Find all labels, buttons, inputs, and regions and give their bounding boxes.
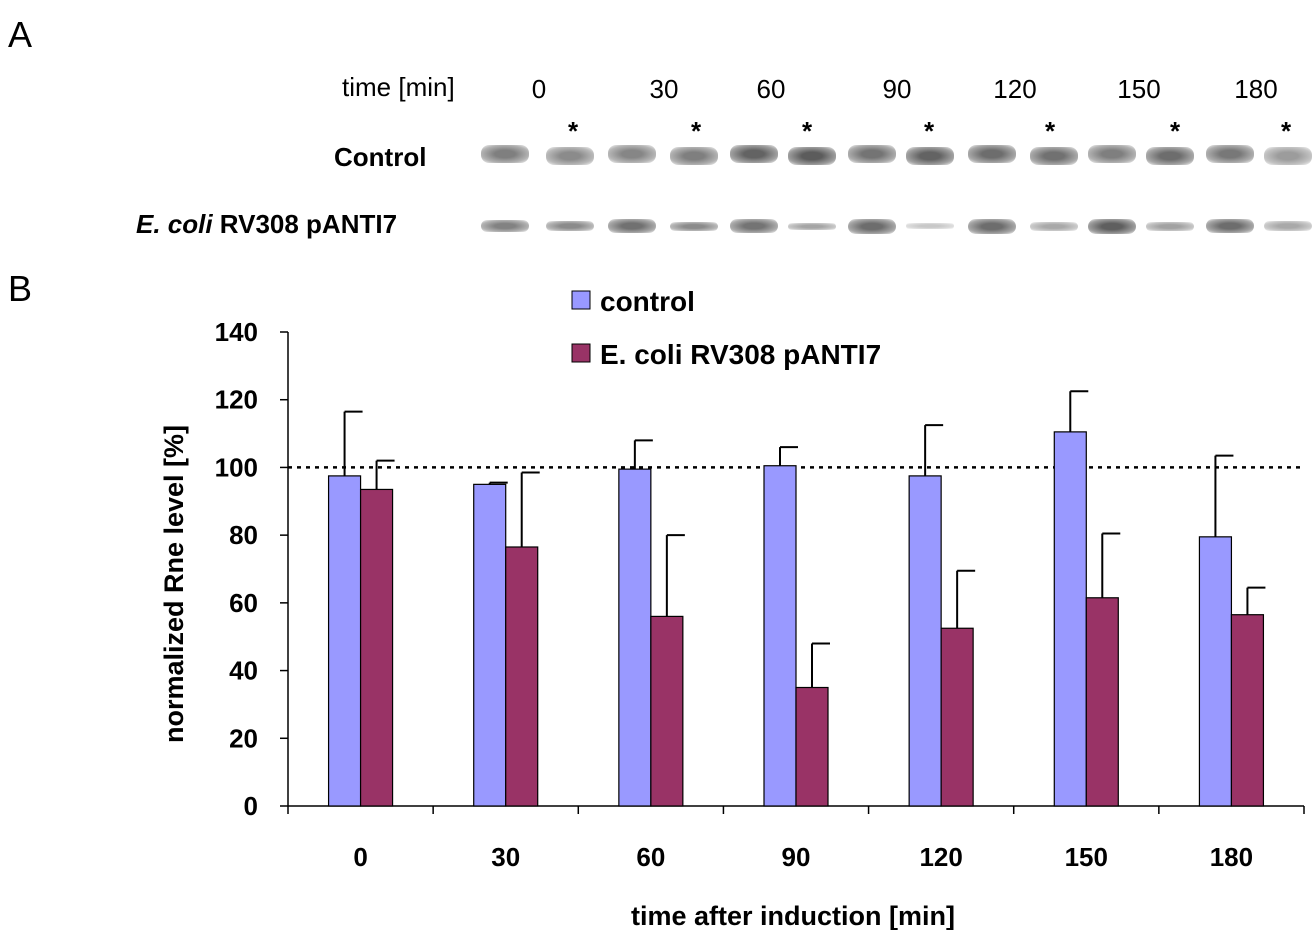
x-tick-label: 30 (491, 842, 520, 872)
bar-control (908, 475, 942, 807)
blot-band (848, 145, 896, 163)
bar-strain (940, 627, 974, 807)
blot-band (788, 222, 836, 230)
y-tick-label: 140 (215, 317, 258, 347)
bar-control (618, 468, 652, 807)
bar-control (1053, 431, 1087, 807)
bar-control (1198, 536, 1233, 807)
blot-star: * (801, 116, 813, 146)
x-axis-title: time after induction [min] (631, 901, 955, 930)
blot-band (730, 145, 778, 163)
y-axis-title: normalized Rne level [%] (159, 425, 189, 743)
blot-time-title: time [min] (342, 72, 455, 102)
bar-control (327, 475, 362, 807)
y-tick-label: 120 (215, 385, 258, 415)
blot-band (608, 219, 656, 233)
blot-band (788, 147, 836, 165)
blot-time-120: 120 (993, 74, 1037, 104)
x-tick-label: 0 (353, 842, 367, 872)
blot-band (1206, 145, 1254, 163)
blot-star: * (923, 116, 935, 146)
blot-band (1030, 147, 1078, 165)
blot-star: * (1044, 116, 1056, 146)
blot-band (1146, 221, 1194, 231)
blot-star: * (1280, 116, 1292, 146)
blot-row-strain-label: E. coli RV308 pANTI7 (136, 209, 397, 240)
blot-band (1264, 147, 1312, 165)
x-tick-label: 90 (782, 842, 811, 872)
panel-a-letter: A (8, 14, 33, 55)
bar-control (473, 483, 507, 807)
blot-band (1206, 219, 1254, 233)
legend-swatch-control (571, 290, 591, 310)
x-tick-label: 150 (1065, 842, 1108, 872)
x-tick-label: 120 (919, 842, 962, 872)
blot-time-0: 0 (531, 74, 547, 104)
blot-band (1088, 218, 1136, 234)
legend-label-control: control (600, 286, 695, 317)
y-tick-label: 60 (229, 588, 258, 618)
blot-band (848, 218, 896, 234)
legend-swatch-strain (571, 343, 591, 363)
blot-band (968, 218, 1016, 234)
x-tick-label: 60 (636, 842, 665, 872)
blot-band (1088, 145, 1136, 163)
x-tick-label: 180 (1210, 842, 1253, 872)
blot-time-60: 60 (756, 74, 786, 104)
blot-band (906, 147, 954, 165)
blot-band (906, 223, 954, 229)
blot-band (481, 220, 529, 232)
blot-star: * (690, 116, 702, 146)
panel-b-letter: B (8, 268, 33, 309)
blot-band (481, 145, 529, 163)
blot-star: * (1169, 116, 1181, 146)
bar-strain (1085, 597, 1119, 807)
bar-control (763, 465, 797, 807)
y-tick-label: 20 (229, 723, 258, 753)
y-tick-label: 100 (215, 452, 258, 482)
blot-band (968, 145, 1016, 163)
blot-band (1146, 147, 1194, 165)
bar-strain (1230, 614, 1265, 807)
y-tick-label: 0 (244, 791, 258, 821)
bar-strain (650, 615, 684, 807)
bar-strain (359, 488, 394, 807)
blot-row-strain-italic: E. coli (136, 209, 213, 239)
y-tick-label: 80 (229, 520, 258, 550)
blot-band (670, 221, 718, 231)
blot-row-strain-rest: RV308 pANTI7 (212, 209, 398, 239)
blot-star: * (567, 116, 579, 146)
blot-time-180: 180 (1234, 74, 1278, 104)
blot-time-150: 150 (1117, 74, 1161, 104)
bar-strain (505, 546, 539, 807)
blot-time-30: 30 (649, 74, 679, 104)
bar-strain (795, 686, 829, 807)
legend: control E. coli RV308 pANTI7 (571, 286, 881, 370)
blot-row-control-label: Control (334, 142, 427, 172)
blot-band (1030, 221, 1078, 231)
blot-band (546, 221, 594, 231)
blot-band (546, 147, 594, 165)
blot-band (1264, 221, 1312, 231)
blot-time-90: 90 (882, 74, 912, 104)
blot-band (608, 145, 656, 163)
blot-band (730, 219, 778, 233)
blot-band (670, 147, 718, 165)
legend-label-strain: E. coli RV308 pANTI7 (600, 339, 881, 370)
y-tick-label: 40 (229, 656, 258, 686)
